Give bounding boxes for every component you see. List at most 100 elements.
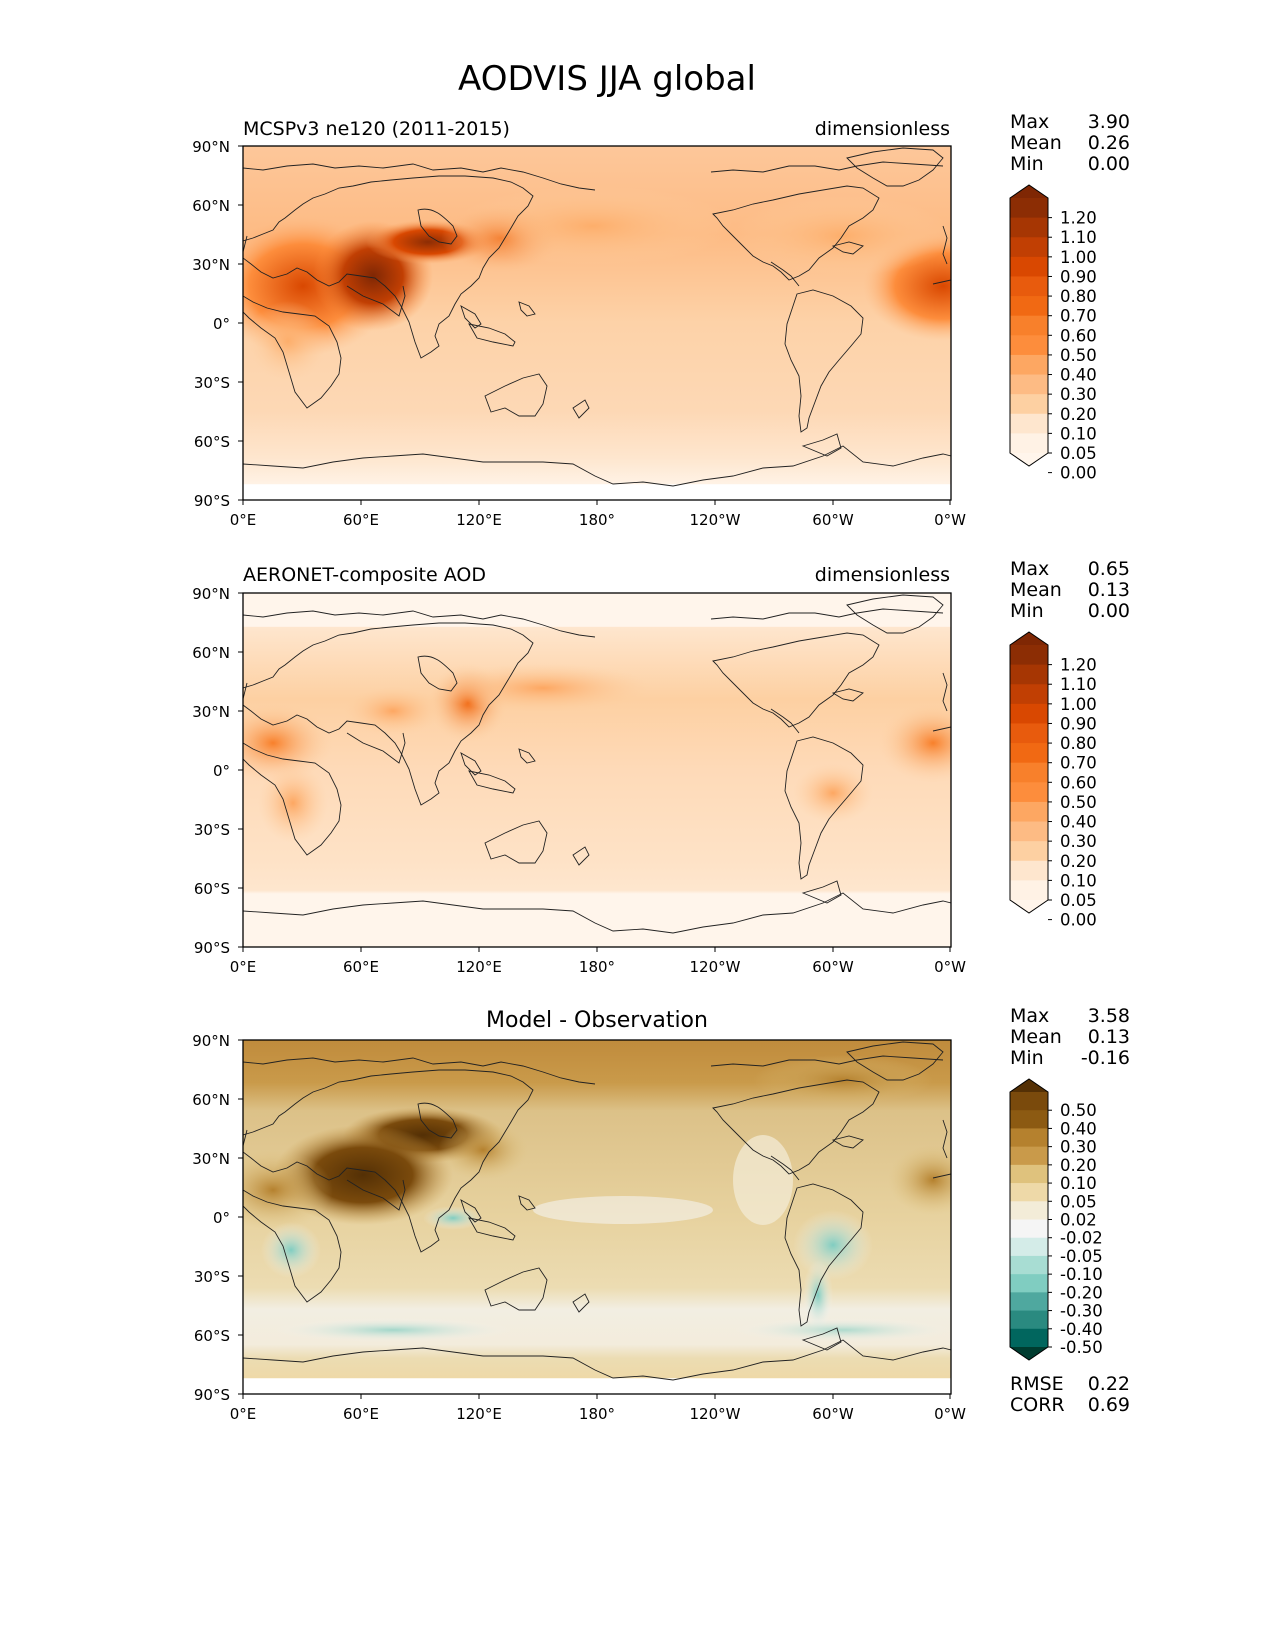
lon-tick: 120°E [456,958,502,976]
lat-tick: 60°N [192,1091,230,1109]
colorbar-band [1010,198,1048,219]
colorbar-tick-label: 1.00 [1060,248,1097,267]
lon-tick: 0°E [230,511,257,529]
colorbar-tick-label: -0.02 [1060,1229,1103,1248]
colorbar-band [1010,664,1048,685]
lat-tick: 30°S [194,1268,230,1286]
colorbar-tick-label: 0.50 [1060,346,1097,365]
lon-tick: 60°W [812,1405,854,1423]
lat-tick: 60°S [194,880,230,898]
colorbar-band [1010,374,1048,395]
colorbar-band [1010,354,1048,376]
lon-tick: 120°W [690,1405,741,1423]
colorbar-tick-label: 0.30 [1060,385,1097,404]
colorbar-band [1010,217,1048,238]
lon-tick: 60°E [343,1405,379,1423]
colorbar-tick-label: 0.60 [1060,773,1097,792]
colorbar-band [1010,841,1048,862]
lat-tick: 90°N [192,1032,230,1050]
lat-tick: 90°N [192,138,230,156]
lat-tick: 30°N [192,256,230,274]
lat-tick: 0° [213,1209,230,1227]
colorbar-tick-label: 0.90 [1060,267,1097,286]
colorbar-band [1010,1310,1048,1330]
colorbar-tick-label: 1.20 [1060,209,1097,228]
colorbar-band [1010,296,1048,317]
colorbar-band [1010,1328,1048,1348]
colorbar-tick-label: 0.80 [1060,734,1097,753]
colorbar-extend-min [1010,900,1048,913]
lon-tick: 120°W [690,958,741,976]
stats-block: Max 3.58 Mean 0.13 Min -0.16 [1010,1005,1130,1069]
stat-label: Mean [1010,579,1062,601]
colorbar-band [1010,276,1048,297]
figure-title: AODVIS JJA global [458,59,756,99]
stats-block: Max 0.65 Mean 0.13 Min 0.00 [1010,558,1130,622]
colorbar-tick-label: 0.05 [1060,444,1097,463]
panel-right-title: dimensionless [815,564,950,586]
lat-axis: 90°N 60°N 30°N 0° 30°S 60°S 90°S [192,585,243,957]
colorbar-tick-label: -0.40 [1060,1320,1103,1339]
colorbar-band [1010,256,1048,277]
colorbar-band [1010,723,1048,744]
lon-axis: 0°E 60°E 120°E 180° 120°W 60°W 0°W [230,947,966,976]
lon-tick: 60°W [812,958,854,976]
colorbar-tick-label: 0.00 [1060,911,1097,930]
stat-value: 0.00 [1088,600,1130,622]
stat-value: 0.00 [1088,153,1130,175]
panel-obs: AERONET-composite AOD dimensionless 90°N… [192,558,1130,976]
map-field [242,1039,952,1395]
colorbar-extend-max [1010,1079,1048,1092]
stats-block: Max 3.90 Mean 0.26 Min 0.00 [1010,111,1130,175]
colorbar-tick-label: 0.80 [1060,287,1097,306]
colorbar-tick-label: 1.10 [1060,228,1097,247]
colorbar-tick-label: 0.50 [1060,1101,1097,1120]
panel-diff: Model - Observation [192,1005,1130,1423]
panel-center-title: Model - Observation [486,1008,708,1033]
lat-tick: 30°S [194,821,230,839]
colorbar-band [1010,1146,1048,1166]
lat-tick: 90°S [194,492,230,510]
stat-value: 0.13 [1088,579,1130,601]
colorbar-tick-label: 0.40 [1060,813,1097,832]
stat-label: Max [1010,558,1049,580]
colorbar-tick-label: 0.40 [1060,366,1097,385]
colorbar-band [1010,762,1048,783]
colorbar-tick-label: 1.00 [1060,695,1097,714]
lon-tick: 120°E [456,1405,502,1423]
lon-tick: 60°W [812,511,854,529]
colorbar-tick-label: 0.70 [1060,307,1097,326]
lon-tick: 180° [579,958,615,976]
lat-axis: 90°N 60°N 30°N 0° 30°S 60°S 90°S [192,138,243,510]
lat-tick: 90°S [194,1386,230,1404]
stat-value: 3.90 [1088,111,1130,133]
lon-tick: 60°E [343,511,379,529]
colorbar-extend-max [1010,185,1048,198]
stat-label: Max [1010,1005,1049,1027]
lat-tick: 30°S [194,374,230,392]
lat-tick: 90°S [194,939,230,957]
colorbar-tick-label: 0.20 [1060,1156,1097,1175]
colorbar-band [1010,1292,1048,1312]
colorbar: 0.500.400.300.200.100.050.02-0.02-0.05-0… [1009,1078,1103,1361]
colorbar-band [1010,703,1048,724]
colorbar-band [1010,1092,1048,1111]
colorbar-tick-label: 0.20 [1060,852,1097,871]
stat-value: 0.26 [1088,132,1130,154]
colorbar-band [1010,821,1048,842]
lat-tick: 60°S [194,433,230,451]
lat-tick: 0° [213,762,230,780]
lat-axis: 90°N 60°N 30°N 0° 30°S 60°S 90°S [192,1032,243,1404]
colorbar-tick-label: -0.05 [1060,1247,1103,1266]
colorbar-tick-label: 0.20 [1060,405,1097,424]
stat-label: Min [1010,1047,1044,1069]
colorbar-band [1010,1201,1048,1220]
lon-tick: 0°W [934,511,966,529]
lon-tick: 180° [579,511,615,529]
colorbar-tick-label: 0.05 [1060,1192,1097,1211]
colorbar: 1.201.101.000.900.800.700.600.500.400.30… [1009,631,1097,930]
stat-value: 0.13 [1088,1026,1130,1048]
colorbar-band [1010,1237,1048,1257]
colorbar-tick-label: 1.10 [1060,675,1097,694]
colorbar-band [1010,1183,1048,1202]
